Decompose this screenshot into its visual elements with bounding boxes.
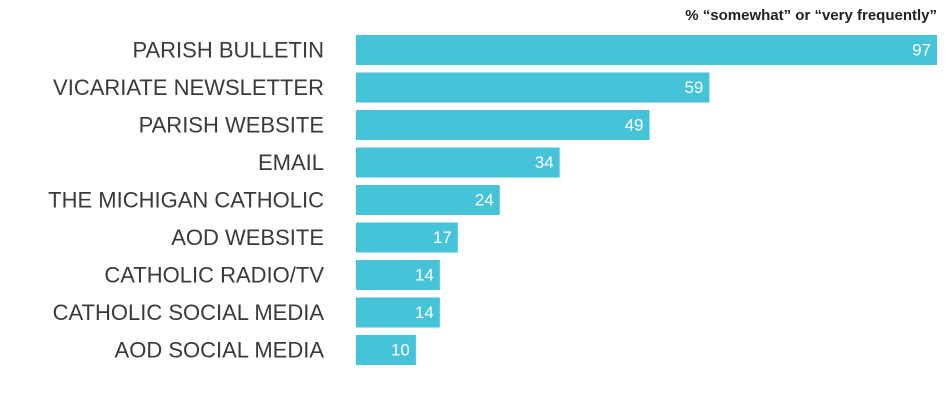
bars-group: PARISH BULLETIN 97 VICARIATE NEWSLETTER 59 P… [48,35,937,365]
category-label: CATHOLIC SOCIAL MEDIA [53,300,325,325]
bar [356,185,500,215]
bar [356,72,710,103]
bar [356,222,458,253]
value-label: 10 [391,341,410,360]
value-label: 59 [684,78,703,97]
category-label: THE MICHIGAN CATHOLIC [48,188,324,213]
category-label: AOD WEBSITE [171,225,324,250]
category-label: CATHOLIC RADIO/TV [104,263,324,288]
bar [356,35,937,65]
bar [356,335,416,365]
bar [356,110,650,140]
bar [356,147,560,178]
category-label: VICARIATE NEWSLETTER [53,75,324,100]
category-label: EMAIL [258,150,324,175]
value-label: 14 [415,266,434,285]
value-label: 17 [433,228,452,247]
bar [356,260,440,290]
category-label: PARISH BULLETIN [132,38,324,63]
value-label: 49 [625,116,644,135]
value-label: 34 [535,153,554,172]
bar [356,297,440,328]
value-label: 24 [475,191,494,210]
value-label: 97 [912,41,931,60]
category-label: PARISH WEBSITE [139,113,324,138]
category-label: AOD SOCIAL MEDIA [115,338,325,363]
chart-title: % “somewhat” or “very frequently” [685,7,937,24]
value-label: 14 [415,303,434,322]
